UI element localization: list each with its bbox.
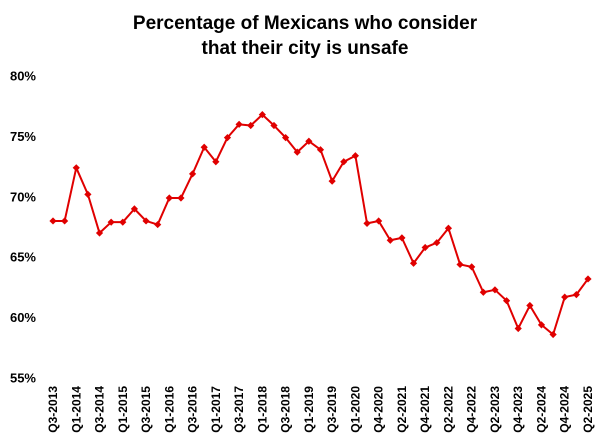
x-tick-label: Q4-2020 [372, 386, 386, 433]
data-point-marker [363, 219, 371, 227]
y-tick-label: 65% [10, 250, 36, 265]
data-point-marker [468, 263, 476, 271]
data-point-marker [398, 234, 406, 242]
x-tick-label: Q1-2014 [69, 386, 83, 433]
data-point-marker [433, 239, 441, 247]
x-tick-label: Q3-2015 [139, 386, 153, 433]
x-tick-label: Q2-2024 [534, 386, 548, 433]
x-tick-label: Q1-2020 [348, 386, 362, 433]
data-point-marker [235, 120, 243, 128]
x-tick-label: Q2-2023 [488, 386, 502, 433]
x-tick-label: Q4-2024 [558, 386, 572, 433]
data-point-marker [549, 330, 557, 339]
x-axis: Q3-2013 Q1-2014 Q3-2014 Q1-2015 Q3-2015 Q1-20… [46, 386, 595, 433]
data-point-marker [258, 111, 266, 119]
data-point-marker [386, 236, 394, 244]
data-point-marker [188, 170, 197, 178]
data-point-marker [456, 260, 464, 269]
x-tick-label: Q1-2019 [302, 386, 316, 433]
data-point-marker [375, 217, 383, 225]
data-point-marker [282, 134, 290, 142]
x-tick-label: Q1-2015 [116, 386, 130, 433]
data-point-marker [200, 143, 208, 151]
data-point-marker [49, 217, 57, 225]
x-tick-label: Q3-2013 [46, 386, 60, 433]
y-tick-label: 60% [10, 310, 36, 325]
x-tick-label: Q4-2023 [511, 386, 525, 433]
data-point-marker [561, 293, 569, 301]
data-point-marker [305, 137, 313, 145]
series-layer [49, 111, 592, 339]
x-tick-label: Q2-2025 [581, 386, 595, 433]
x-tick-label: Q4-2022 [465, 386, 479, 433]
chart-title-line-1: Percentage of Mexicans who consider [133, 13, 478, 34]
x-tick-label: Q3-2019 [325, 386, 339, 433]
chart-title-line-2: that their city is unsafe [202, 38, 409, 59]
data-point-marker [328, 177, 336, 185]
data-point-marker [72, 164, 80, 172]
data-point-marker [491, 286, 499, 294]
data-point-marker [130, 205, 139, 213]
data-point-marker [409, 259, 418, 267]
data-point-marker [223, 134, 232, 142]
data-point-marker [421, 243, 429, 252]
data-point-marker [572, 291, 580, 299]
data-point-marker [316, 146, 325, 154]
x-tick-label: Q2-2021 [395, 386, 409, 433]
x-tick-label: Q1-2018 [255, 386, 269, 433]
data-point-marker [502, 297, 511, 305]
data-point-marker [514, 324, 522, 333]
data-point-marker [526, 301, 534, 310]
y-tick-label: 75% [10, 129, 36, 144]
x-tick-label: Q1-2016 [162, 386, 176, 433]
data-point-marker [61, 217, 69, 225]
data-point-marker [119, 218, 127, 226]
x-tick-label: Q1-2017 [209, 386, 223, 433]
x-tick-label: Q4-2021 [418, 386, 432, 433]
data-point-marker [212, 158, 220, 166]
x-tick-label: Q3-2016 [186, 386, 200, 433]
y-axis: 55% 60% 65% 70% 75% 80% [10, 69, 36, 386]
data-point-marker [293, 148, 301, 156]
data-point-marker [351, 152, 359, 160]
data-point-marker [270, 121, 278, 130]
data-point-marker [479, 288, 487, 296]
data-point-marker [177, 194, 185, 202]
data-point-marker [107, 218, 115, 226]
data-point-marker [247, 121, 255, 130]
data-point-marker [165, 194, 173, 202]
data-point-marker [444, 224, 453, 232]
data-point-marker [84, 190, 92, 198]
data-point-marker [154, 220, 162, 229]
y-tick-label: 55% [10, 371, 36, 386]
y-tick-label: 70% [10, 189, 36, 204]
x-tick-label: Q3-2014 [93, 386, 107, 433]
data-point-marker [340, 158, 348, 166]
x-tick-label: Q2-2022 [441, 386, 455, 433]
data-point-marker [95, 229, 104, 237]
data-point-marker [537, 321, 546, 329]
y-tick-label: 80% [10, 69, 36, 84]
x-tick-label: Q3-2017 [232, 386, 246, 433]
data-point-marker [584, 275, 592, 283]
x-tick-label: Q3-2018 [279, 386, 293, 433]
data-point-marker [142, 217, 150, 225]
